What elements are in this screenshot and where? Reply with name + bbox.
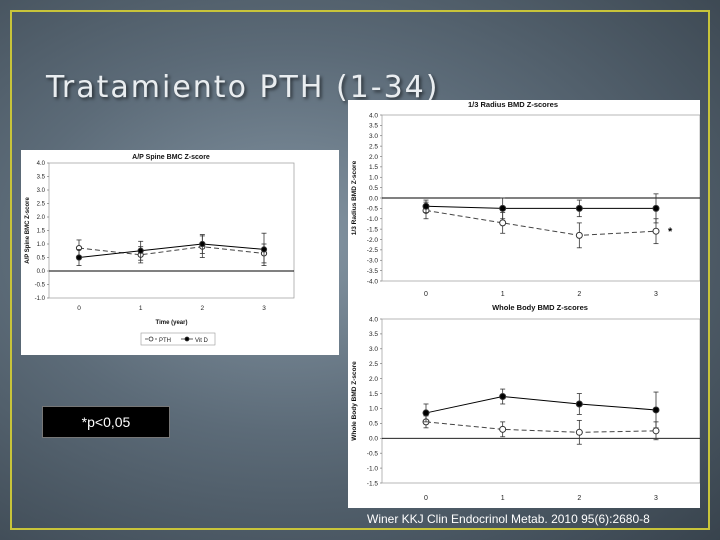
- wholebody-xtick-label: 3: [654, 495, 658, 502]
- radius-ytick-label: 3.0: [369, 133, 378, 140]
- wholebody-point-pth: [575, 428, 583, 436]
- radius-xtick-label: 3: [654, 291, 658, 298]
- spine-xtick-label: 0: [77, 305, 81, 312]
- spine-ytick-label: 1.5: [37, 229, 46, 235]
- spine-legend-box: [140, 332, 216, 346]
- radius-ytick-label: 2.0: [369, 154, 378, 161]
- radius-ytick-label: -1.5: [367, 226, 379, 233]
- spine-chart-panel: A/P Spine BMC Z-score 4.0 3.5 3.0 2.5 2.0 1.5 1…: [21, 150, 339, 355]
- slide-frame: [10, 10, 710, 530]
- radius-point-pth: [652, 227, 660, 235]
- wholebody-ytick-label: -1.0: [367, 465, 379, 472]
- radius-point-vit-d: [575, 204, 583, 212]
- wholebody-point-pth: [652, 427, 660, 435]
- p-value-label: *p<0,05: [42, 406, 170, 438]
- wholebody-ytick-label: -0.5: [367, 450, 379, 457]
- wholebody-xtick-label: 2: [577, 495, 581, 502]
- radius-ytick-label: -0.5: [367, 206, 379, 213]
- wholebody-plot-area: [381, 318, 701, 484]
- spine-xtick-label: 3: [262, 305, 266, 312]
- spine-legend-label: Vit D: [195, 338, 209, 344]
- radius-series-vit-d-line: [425, 205, 656, 209]
- radius-ytick-label: -3.0: [367, 258, 379, 265]
- slide-title: Tratamiento PTH (1-34): [46, 70, 440, 105]
- radius-ytick-label: 0.5: [369, 185, 378, 192]
- spine-bmc-chart: A/P Spine BMC Z-score 4.0 3.5 3.0 2.5 2.0 1.5 1…: [25, 154, 295, 346]
- radius-point-vit-d: [499, 204, 507, 212]
- spine-ytick-label: 2.5: [37, 202, 46, 208]
- wholebody-ytick-label: 0.0: [369, 436, 378, 443]
- radius-ytick-label: 3.5: [369, 123, 378, 130]
- radius-ytick-label: -1.0: [367, 216, 379, 223]
- wholebody-y-axis-title: Whole Body BMD Z-score: [351, 361, 358, 441]
- spine-ytick-label: 3.0: [37, 188, 46, 194]
- wholebody-ytick-label: 1.0: [369, 406, 378, 413]
- wholebody-ytick-label: 2.0: [369, 376, 378, 383]
- spine-ytick-label: 3.5: [37, 175, 46, 181]
- spine-x-axis-title: Time (year): [156, 320, 188, 326]
- radius-ytick-label: 1.5: [369, 164, 378, 171]
- wholebody-ytick-label: 4.0: [369, 316, 378, 323]
- radius-ytick-label: 2.5: [369, 143, 378, 150]
- radius-y-axis-title: 1/3 Radius BMD Z-score: [351, 160, 358, 235]
- radius-xtick-label: 0: [424, 291, 428, 298]
- citation: Winer KKJ Clin Endocrinol Metab. 2010 95…: [367, 512, 650, 526]
- spine-ytick-label: 4.0: [37, 161, 46, 167]
- wholebody-xtick-label: 1: [501, 495, 505, 502]
- wholebody-ytick-label: 3.0: [369, 346, 378, 353]
- spine-legend-marker: [184, 336, 190, 342]
- wholebody-chart-title: Whole Body BMD Z-scores: [492, 303, 588, 312]
- wholebody-point-vit-d: [652, 406, 660, 414]
- radius-chart-title: 1/3 Radius BMD Z-scores: [468, 100, 558, 109]
- spine-point-vit-d: [75, 254, 83, 261]
- wholebody-series-vit-d-line: [425, 396, 657, 414]
- radius-point-pth: [575, 231, 583, 239]
- wholebody-ytick-label: 0.5: [369, 421, 378, 428]
- spine-legend-marker: [148, 336, 154, 342]
- spine-ytick-label: -0.5: [35, 283, 46, 289]
- spine-ytick-label: -1.0: [35, 296, 46, 302]
- spine-xtick-label: 2: [201, 305, 205, 312]
- wholebody-ytick-label: 3.5: [369, 331, 378, 338]
- spine-series-vit-d-line: [78, 243, 265, 258]
- radius-xtick-label: 2: [577, 291, 581, 298]
- wholebody-point-pth: [499, 425, 507, 433]
- wholebody-series-pth-line: [425, 421, 657, 433]
- radius-ytick-label: 0.0: [369, 195, 378, 202]
- spine-ytick-label: 2.0: [37, 215, 46, 221]
- radius-significance-marker: *: [668, 226, 673, 238]
- bmd-charts-panel: 1/3 Radius BMD Z-scores 4.0 3.5 3.0 2.5 2.0 1.…: [348, 100, 701, 508]
- radius-point-pth: [499, 219, 507, 227]
- radius-ytick-label: -2.0: [367, 237, 379, 244]
- spine-series-pth-line: [78, 246, 265, 256]
- spine-point-vit-d: [199, 240, 206, 248]
- spine-point-vit-d: [137, 247, 144, 254]
- wholebody-point-vit-d: [499, 393, 507, 401]
- bmd-charts: 1/3 Radius BMD Z-scores 4.0 3.5 3.0 2.5 2.0 1.…: [351, 100, 701, 502]
- wholebody-point-vit-d: [575, 400, 583, 408]
- spine-legend-label: PTH: [159, 338, 171, 344]
- spine-ytick-label: 1.0: [37, 242, 46, 248]
- spine-point-vit-d: [260, 246, 268, 253]
- spine-chart-title: A/P Spine BMC Z-score: [132, 154, 210, 161]
- radius-ytick-label: -4.0: [367, 278, 379, 285]
- wholebody-xtick-label: 0: [424, 495, 428, 502]
- radius-xtick-label: 1: [501, 291, 505, 298]
- radius-ytick-label: 1.0: [369, 175, 378, 182]
- spine-xtick-label: 1: [139, 305, 143, 312]
- radius-ytick-label: -2.5: [367, 247, 379, 254]
- radius-ytick-label: 4.0: [369, 112, 378, 119]
- spine-y-axis-title: A/P Spine BMC Z-score: [25, 197, 31, 264]
- radius-point-vit-d: [652, 204, 660, 212]
- radius-point-vit-d: [422, 202, 430, 210]
- wholebody-point-vit-d: [422, 409, 430, 417]
- wholebody-ytick-label: -1.5: [367, 480, 379, 487]
- wholebody-ytick-label: 1.5: [369, 391, 378, 398]
- spine-plot-area: [48, 162, 295, 299]
- spine-ytick-label: 0.5: [37, 256, 46, 262]
- spine-ytick-label: 0.0: [37, 269, 46, 275]
- wholebody-ytick-label: 2.5: [369, 361, 378, 368]
- radius-series-pth-line: [425, 209, 657, 236]
- radius-ytick-label: -3.5: [367, 268, 379, 275]
